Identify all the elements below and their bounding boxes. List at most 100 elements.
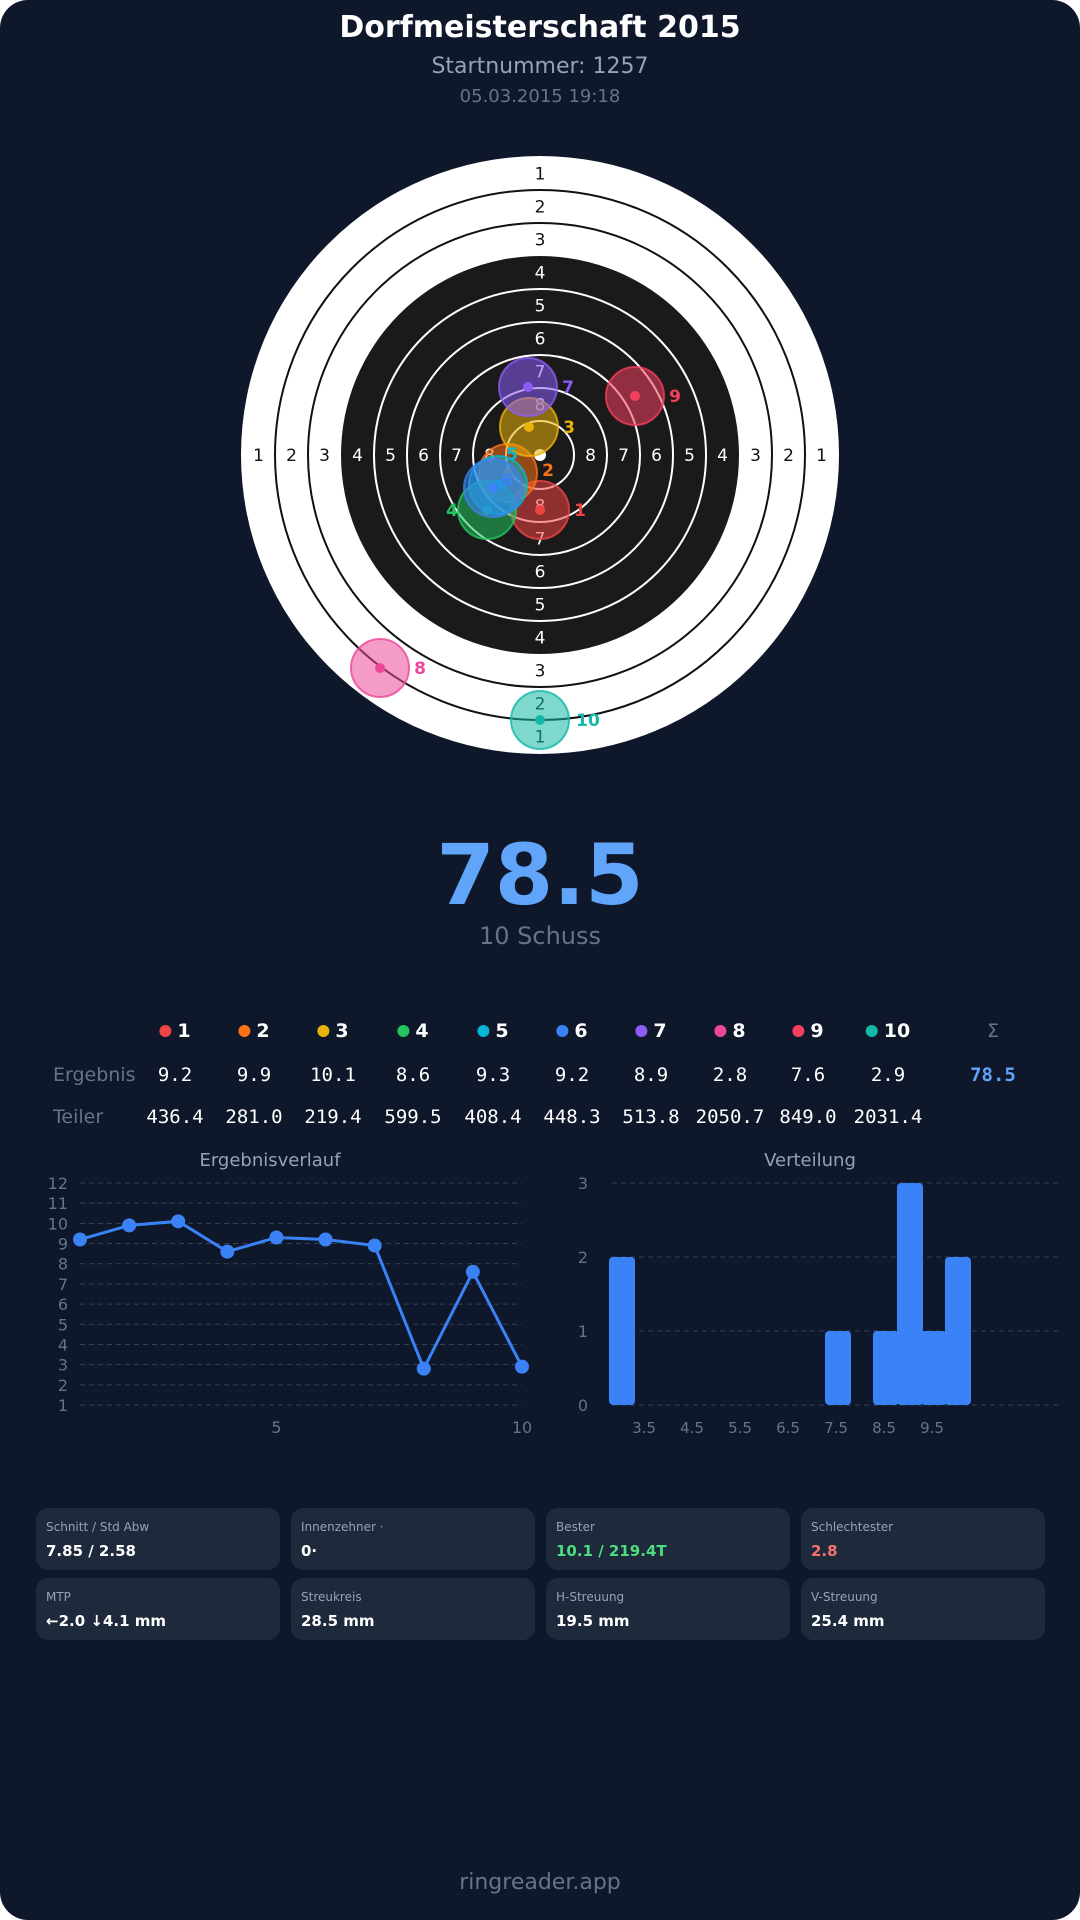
data-point — [73, 1232, 87, 1247]
result-cell: 10.1 — [310, 1064, 356, 1086]
shot-label: 9 — [669, 387, 681, 407]
y-tick: 10 — [48, 1214, 68, 1233]
data-point — [367, 1238, 382, 1253]
footer-link[interactable]: ringreader.app — [459, 1870, 621, 1895]
y-tick: 12 — [48, 1174, 68, 1193]
x-tick: 6.5 — [776, 1419, 800, 1437]
ring-5 — [373, 288, 707, 622]
x-tick: 5 — [271, 1418, 281, 1437]
data-point — [220, 1244, 235, 1259]
divisor-cell: 599.5 — [384, 1106, 442, 1128]
result-cell: 7.6 — [790, 1064, 826, 1086]
bar-chart: Verteilung 0 1 2 3 3.5 4.5 5.5 6.5 7.5 8.5 9.5 — [578, 1150, 1058, 1437]
shot-label: 7 — [562, 378, 574, 398]
page-title: Dorfmeisterschaft 2015 — [339, 10, 741, 45]
x-tick: 10 — [512, 1418, 532, 1437]
bar — [921, 1331, 947, 1405]
legend-shot-10: 10 — [865, 1020, 910, 1042]
ring-label: 2 — [535, 198, 546, 218]
stat-label: H-Streuung — [556, 1590, 625, 1604]
legend-shot-5: 5 — [477, 1020, 509, 1042]
shot-number: 1 — [177, 1020, 191, 1042]
ring-label: 1 — [253, 446, 264, 466]
shot-label: 5 — [506, 445, 518, 465]
stat-label: MTP — [46, 1590, 71, 1604]
shot-number: 2 — [256, 1020, 270, 1042]
stat-label: Innenzehner · — [301, 1520, 384, 1534]
y-tick: 1 — [58, 1396, 68, 1415]
ring-label: 4 — [535, 629, 546, 649]
stat-card: Bester 10.1 / 219.4T — [546, 1508, 790, 1570]
legend-shot-2: 2 — [238, 1020, 270, 1042]
ring-label: 7 — [618, 446, 629, 466]
divisor-cell: 2031.4 — [853, 1106, 923, 1128]
chart-title: Ergebnisverlauf — [199, 1150, 341, 1171]
shot-center — [488, 483, 498, 493]
chart-title: Verteilung — [764, 1150, 856, 1171]
shot-color-dot — [397, 1025, 410, 1037]
y-tick: 3 — [578, 1174, 588, 1193]
ring-label: 3 — [319, 446, 330, 466]
shot-number: 3 — [335, 1020, 349, 1042]
ring-label: 1 — [535, 165, 546, 185]
stat-label: Streukreis — [301, 1590, 362, 1604]
data-point — [416, 1361, 431, 1376]
stat-value: 7.85 / 2.58 — [46, 1542, 136, 1560]
stat-card: Innenzehner · 0· — [291, 1508, 535, 1570]
shot-label: 4 — [446, 501, 458, 521]
shot-color-dot — [159, 1025, 172, 1037]
legend-shot-9: 9 — [792, 1020, 824, 1042]
data-point — [122, 1218, 137, 1233]
legend-shot-8: 8 — [714, 1020, 746, 1042]
data-point — [269, 1230, 284, 1245]
sum-value: 78.5 — [970, 1064, 1016, 1086]
row-label-result: Ergebnis — [53, 1064, 136, 1086]
legend-shot-1: 1 — [159, 1020, 191, 1042]
stat-label: Schlechtester — [811, 1520, 894, 1534]
shot-center — [630, 391, 640, 401]
shot-center — [535, 505, 545, 515]
ring-label: 5 — [684, 446, 695, 466]
shot-number: 8 — [732, 1020, 746, 1042]
ring-label: 3 — [535, 231, 546, 251]
divisor-cell: 408.4 — [464, 1106, 522, 1128]
stat-card: Streukreis 28.5 mm — [291, 1578, 535, 1640]
total-score: 78.5 — [436, 826, 644, 924]
x-tick: 3.5 — [632, 1419, 656, 1437]
ring-3 — [307, 222, 773, 688]
shot-color-dot — [792, 1025, 805, 1037]
ring-label: 8 — [585, 446, 596, 466]
y-tick: 2 — [578, 1248, 588, 1267]
target: 1111222233334444555566667777888812345678… — [241, 156, 839, 754]
ring-label: 6 — [418, 446, 429, 466]
ring-label: 4 — [352, 446, 363, 466]
legend-shot-6: 6 — [556, 1020, 588, 1042]
ring-label: 5 — [385, 446, 396, 466]
shot-color-dot — [865, 1025, 878, 1037]
shot-center — [523, 382, 533, 392]
divisor-cell: 2050.7 — [695, 1106, 765, 1128]
shot-label: 6 — [501, 471, 513, 491]
shot-color-dot — [477, 1025, 490, 1037]
stat-label: Schnitt / Std Abw — [46, 1520, 150, 1534]
bar — [825, 1331, 851, 1405]
bar — [945, 1257, 971, 1405]
legend-shot-4: 4 — [397, 1020, 429, 1042]
divisor-cell: 219.4 — [304, 1106, 362, 1128]
result-cell: 9.2 — [157, 1064, 193, 1086]
shot-color-dot — [556, 1025, 569, 1037]
stat-label: V-Streuung — [811, 1590, 878, 1604]
y-tick: 9 — [58, 1235, 68, 1254]
stat-value: 0· — [301, 1542, 318, 1560]
y-tick: 4 — [58, 1335, 68, 1354]
shot-center — [535, 715, 545, 725]
ring-label: 5 — [535, 596, 546, 616]
shot-color-dot — [238, 1025, 251, 1037]
ring-label: 4 — [535, 264, 546, 284]
divisor-cell: 448.3 — [543, 1106, 601, 1128]
x-tick: 5.5 — [728, 1419, 752, 1437]
stat-value: 10.1 / 219.4T — [556, 1542, 667, 1560]
shot-label: 8 — [414, 659, 426, 679]
